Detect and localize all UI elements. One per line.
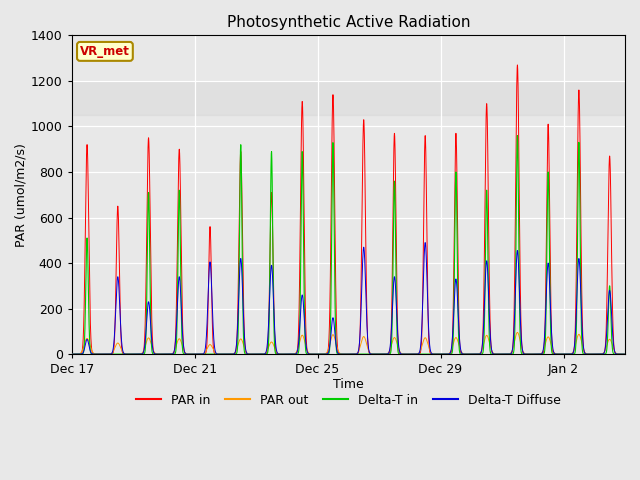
PAR out	[621, 351, 629, 357]
Delta-T in	[99, 351, 106, 357]
Delta-T Diffuse	[397, 351, 404, 357]
Line: PAR out: PAR out	[72, 333, 625, 354]
PAR in	[170, 350, 178, 356]
Delta-T Diffuse	[170, 349, 178, 355]
Legend: PAR in, PAR out, Delta-T in, Delta-T Diffuse: PAR in, PAR out, Delta-T in, Delta-T Dif…	[131, 389, 566, 412]
Delta-T Diffuse	[90, 351, 98, 357]
PAR in	[167, 351, 175, 357]
PAR out	[170, 349, 178, 355]
Delta-T in	[68, 351, 76, 357]
Delta-T Diffuse	[167, 351, 175, 357]
PAR in	[621, 351, 629, 357]
PAR in	[513, 62, 521, 68]
X-axis label: Time: Time	[333, 378, 364, 391]
PAR in	[615, 351, 623, 357]
Text: VR_met: VR_met	[80, 45, 130, 58]
Line: PAR in: PAR in	[72, 65, 625, 354]
Delta-T in	[253, 351, 261, 357]
PAR in	[397, 351, 404, 357]
PAR in	[253, 351, 261, 357]
PAR out	[615, 351, 623, 357]
Delta-T Diffuse	[421, 240, 429, 245]
Delta-T in	[513, 132, 521, 138]
Delta-T in	[167, 351, 175, 357]
Delta-T in	[397, 351, 404, 357]
Delta-T in	[170, 351, 178, 357]
Delta-T in	[621, 351, 629, 357]
Delta-T Diffuse	[253, 351, 261, 357]
Bar	[72, 81, 625, 115]
PAR out	[90, 350, 98, 356]
Line: Delta-T Diffuse: Delta-T Diffuse	[72, 242, 625, 354]
Delta-T Diffuse	[615, 351, 623, 357]
PAR out	[253, 351, 261, 357]
PAR out	[513, 330, 521, 336]
Title: Photosynthetic Active Radiation: Photosynthetic Active Radiation	[227, 15, 470, 30]
Y-axis label: PAR (umol/m2/s): PAR (umol/m2/s)	[15, 143, 28, 247]
PAR out	[68, 351, 76, 357]
PAR out	[167, 351, 175, 357]
Delta-T in	[90, 351, 98, 357]
Line: Delta-T in: Delta-T in	[72, 135, 625, 354]
PAR out	[397, 350, 404, 356]
Delta-T Diffuse	[68, 351, 76, 357]
Delta-T in	[615, 351, 623, 357]
Delta-T Diffuse	[621, 351, 629, 357]
PAR in	[90, 351, 98, 357]
PAR in	[68, 351, 76, 357]
